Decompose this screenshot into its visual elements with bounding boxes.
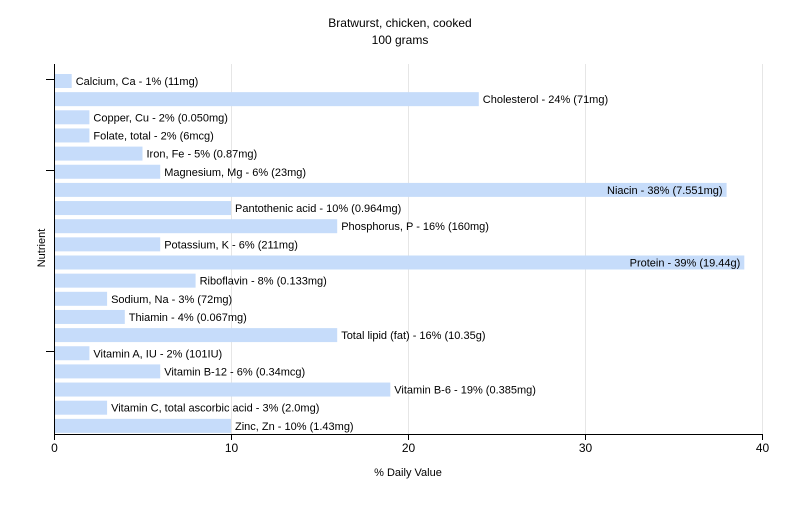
bar bbox=[54, 382, 391, 397]
axes: 0 10 20 30 40 bbox=[46, 64, 769, 455]
bar bbox=[54, 128, 90, 143]
x-axis-label: % Daily Value bbox=[374, 467, 442, 479]
chart-subtitle: 100 grams bbox=[372, 33, 429, 47]
bar bbox=[54, 201, 231, 216]
bar-label: Total lipid (fat) - 16% (10.35g) bbox=[341, 330, 485, 342]
bar bbox=[54, 255, 745, 270]
bar bbox=[54, 400, 108, 415]
bar bbox=[54, 346, 90, 361]
x-tick-label: 30 bbox=[579, 441, 593, 455]
bar bbox=[54, 237, 161, 252]
bar-label: Potassium, K - 6% (211mg) bbox=[164, 239, 298, 251]
bar bbox=[54, 92, 479, 107]
bar-label: Zinc, Zn - 10% (1.43mg) bbox=[235, 421, 354, 433]
bar-label: Vitamin B-6 - 19% (0.385mg) bbox=[394, 385, 536, 397]
bar bbox=[54, 164, 161, 179]
bar-label: Magnesium, Mg - 6% (23mg) bbox=[164, 167, 306, 179]
bar-label: Copper, Cu - 2% (0.050mg) bbox=[93, 112, 228, 124]
bar bbox=[54, 309, 125, 324]
bar bbox=[54, 146, 143, 161]
bar bbox=[54, 328, 338, 343]
bars: Calcium, Ca - 1% (11mg) Cholesterol - 24%… bbox=[54, 74, 745, 433]
bar bbox=[54, 219, 338, 234]
bar-label: Folate, total - 2% (6mcg) bbox=[93, 130, 213, 142]
x-tick-label: 0 bbox=[51, 441, 58, 455]
x-tick-label: 10 bbox=[225, 441, 239, 455]
bar bbox=[54, 364, 161, 379]
bar-label: Calcium, Ca - 1% (11mg) bbox=[76, 76, 199, 88]
bar-label: Cholesterol - 24% (71mg) bbox=[483, 94, 608, 106]
bar bbox=[54, 110, 90, 125]
bar bbox=[54, 74, 72, 88]
bar-label: Vitamin A, IU - 2% (101IU) bbox=[93, 348, 222, 360]
x-tick-label: 40 bbox=[756, 441, 770, 455]
bar-label: Pantothenic acid - 10% (0.964mg) bbox=[235, 203, 401, 215]
bar bbox=[54, 182, 727, 197]
bar-label: Niacin - 38% (7.551mg) bbox=[607, 185, 723, 197]
bar-label: Phosphorus, P - 16% (160mg) bbox=[341, 221, 489, 233]
bar-label: Thiamin - 4% (0.067mg) bbox=[129, 312, 247, 324]
bar bbox=[54, 418, 231, 433]
bar-label: Protein - 39% (19.44g) bbox=[630, 258, 741, 270]
bar bbox=[54, 291, 108, 306]
grid-lines bbox=[231, 64, 763, 434]
y-axis-label: Nutrient bbox=[36, 229, 48, 268]
bar-label: Vitamin B-12 - 6% (0.34mcg) bbox=[164, 366, 305, 378]
chart-title: Bratwurst, chicken, cooked bbox=[328, 16, 471, 30]
bar-label: Sodium, Na - 3% (72mg) bbox=[111, 294, 232, 306]
bar-label: Vitamin C, total ascorbic acid - 3% (2.0… bbox=[111, 403, 319, 415]
bar bbox=[54, 273, 196, 288]
bar-label: Iron, Fe - 5% (0.87mg) bbox=[147, 149, 258, 161]
bar-label: Riboflavin - 8% (0.133mg) bbox=[200, 276, 327, 288]
x-tick-label: 20 bbox=[402, 441, 416, 455]
